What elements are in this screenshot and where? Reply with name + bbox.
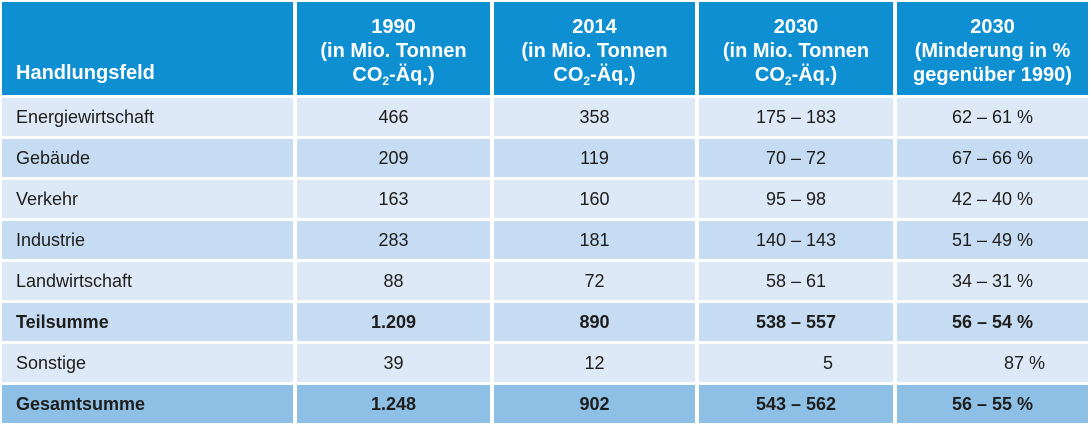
row-gebaeude-1990: 209	[297, 139, 490, 177]
row-gesamtsumme-minderung: 56 – 55 %	[897, 385, 1088, 423]
row-landwirtschaft-label: Landwirtschaft	[2, 262, 293, 300]
header-unit-line: (in Mio. Tonnen	[722, 39, 870, 62]
row-verkehr-2030: 95 – 98	[699, 180, 893, 218]
row-gebaeude-minderung: 67 – 66 %	[897, 139, 1088, 177]
co2-subscript: 2	[382, 73, 390, 88]
row-verkehr-minderung: 42 – 40 %	[897, 180, 1088, 218]
row-sonstige-2030: 5	[699, 344, 893, 382]
row-energiewirtschaft-1990: 466	[297, 98, 490, 136]
row-industrie-1990: 283	[297, 221, 490, 259]
co2-subscript: 2	[784, 73, 792, 88]
row-energiewirtschaft-2014: 358	[494, 98, 695, 136]
row-teilsumme-2014: 890	[494, 303, 695, 341]
header-1990: 1990 (in Mio. Tonnen CO2-Äq.)	[297, 2, 490, 95]
row-landwirtschaft-2014: 72	[494, 262, 695, 300]
header-year: 2030	[970, 15, 1015, 38]
row-teilsumme-label: Teilsumme	[2, 303, 293, 341]
header-2030-absolut: 2030 (in Mio. Tonnen CO2-Äq.)	[699, 2, 893, 95]
row-verkehr-2014: 160	[494, 180, 695, 218]
row-industrie-2014: 181	[494, 221, 695, 259]
row-gebaeude-2030: 70 – 72	[699, 139, 893, 177]
header-unit-line: CO2-Äq.)	[553, 63, 636, 88]
header-unit-line: (in Mio. Tonnen	[320, 39, 467, 62]
emissions-table: Handlungsfeld 1990 (in Mio. Tonnen CO2-Ä…	[2, 2, 1088, 423]
row-gesamtsumme-label: Gesamtsumme	[2, 385, 293, 423]
row-gesamtsumme-2014: 902	[494, 385, 695, 423]
row-teilsumme-1990: 1.209	[297, 303, 490, 341]
row-verkehr-1990: 163	[297, 180, 490, 218]
row-gebaeude-2014: 119	[494, 139, 695, 177]
row-sonstige-label: Sonstige	[2, 344, 293, 382]
header-year: 1990	[371, 15, 416, 38]
row-gesamtsumme-2030: 543 – 562	[699, 385, 893, 423]
header-unit-line: gegenüber 1990)	[913, 63, 1072, 86]
row-energiewirtschaft-2030: 175 – 183	[699, 98, 893, 136]
row-sonstige-2014: 12	[494, 344, 695, 382]
header-year: 2030	[773, 15, 819, 38]
row-industrie-2030: 140 – 143	[699, 221, 893, 259]
header-unit-line: (Minderung in %	[914, 39, 1071, 62]
row-teilsumme-minderung: 56 – 54 %	[897, 303, 1088, 341]
header-unit-line: CO2-Äq.)	[754, 63, 838, 88]
header-handlungsfeld-label: Handlungsfeld	[16, 62, 155, 84]
row-sonstige-1990: 39	[297, 344, 490, 382]
co2-subscript: 2	[583, 73, 591, 88]
row-energiewirtschaft-label: Energiewirtschaft	[2, 98, 293, 136]
header-2014: 2014 (in Mio. Tonnen CO2-Äq.)	[494, 2, 695, 95]
row-gesamtsumme-1990: 1.248	[297, 385, 490, 423]
header-unit-line: CO2-Äq.)	[352, 63, 435, 88]
header-year: 2014	[572, 15, 617, 38]
row-energiewirtschaft-minderung: 62 – 61 %	[897, 98, 1088, 136]
header-2030-minderung: 2030 (Minderung in % gegenüber 1990)	[897, 2, 1088, 95]
row-landwirtschaft-1990: 88	[297, 262, 490, 300]
row-landwirtschaft-2030: 58 – 61	[699, 262, 893, 300]
row-industrie-minderung: 51 – 49 %	[897, 221, 1088, 259]
header-unit-line: (in Mio. Tonnen	[521, 39, 668, 62]
row-sonstige-minderung: 87 %	[897, 344, 1088, 382]
row-teilsumme-2030: 538 – 557	[699, 303, 893, 341]
row-gebaeude-label: Gebäude	[2, 139, 293, 177]
row-landwirtschaft-minderung: 34 – 31 %	[897, 262, 1088, 300]
row-verkehr-label: Verkehr	[2, 180, 293, 218]
header-handlungsfeld: Handlungsfeld	[2, 2, 293, 95]
row-industrie-label: Industrie	[2, 221, 293, 259]
